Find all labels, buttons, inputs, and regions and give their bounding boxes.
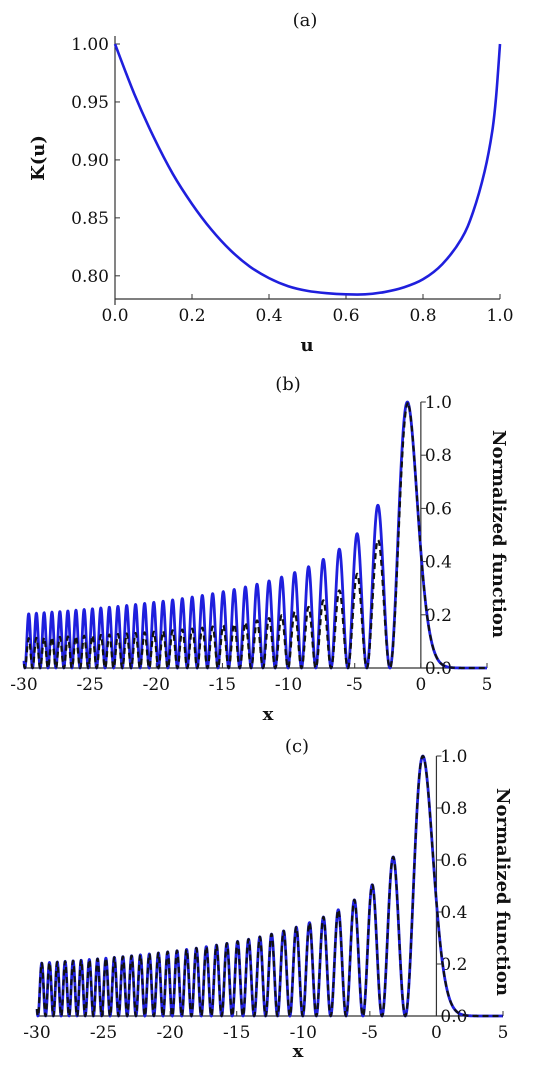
panel-c-label: (c): [285, 736, 309, 757]
x-tick-label: 0: [431, 1023, 442, 1043]
y-tick-label: 0.95: [71, 93, 109, 113]
x-tick-label: -10: [290, 1023, 317, 1043]
x-tick-label: -15: [223, 1023, 250, 1043]
x-tick-label: 0.2: [178, 306, 205, 326]
panel-b-xlabel: x: [263, 704, 274, 725]
x-tick-label: 0.0: [101, 306, 128, 326]
y-tick-label: 0.6: [440, 851, 467, 871]
y-tick-label: 1.0: [440, 747, 467, 767]
series-line: [113, 43, 502, 296]
panel-b-chart: (b) 0.0 0.2 0.4 0.6 0.8 1.0 -30 -25 -20 -15 -10 -5…: [10, 374, 509, 725]
y-tick-label: 0.90: [71, 151, 109, 171]
panel-c-xlabel: x: [293, 1041, 304, 1062]
panel-b-ylabel: Normalized function: [488, 430, 509, 638]
x-tick-label: 0.8: [409, 306, 436, 326]
y-tick-label: 0.8: [440, 799, 467, 819]
x-tick-label: -10: [275, 675, 302, 695]
y-tick-label: 0.2: [440, 955, 467, 975]
y-tick-label: 1.00: [71, 35, 109, 55]
panel-b-label: (b): [275, 374, 301, 395]
y-tick-label: 0.2: [425, 606, 452, 626]
panel-c-ylabel: Normalized function: [492, 788, 513, 996]
series-solid-line: [35, 754, 505, 1018]
panel-a-chart: (a) 0.80 0.85 0.90 0.95 1.00 0.0 0.2 0.4 0.6 0.8…: [28, 10, 514, 356]
x-tick-label: 5: [498, 1023, 509, 1043]
y-tick-label: 0.80: [71, 267, 109, 287]
x-tick-label: -15: [209, 675, 236, 695]
y-tick-label: 0.4: [440, 903, 467, 923]
x-tick-label: -25: [76, 675, 103, 695]
y-tick-label: 1.0: [425, 393, 452, 413]
panel-c-chart: (c) 0.0 0.2 0.4 0.6 0.8 1.0 -30 -25 -20 -15 -10 -5…: [23, 736, 513, 1062]
x-tick-label: -20: [143, 675, 170, 695]
x-tick-label: 0: [415, 675, 426, 695]
y-tick-label: 0.0: [440, 1007, 467, 1027]
x-tick-label: -25: [90, 1023, 117, 1043]
x-tick-label: -20: [156, 1023, 183, 1043]
y-tick-label: 0.0: [425, 659, 452, 679]
x-tick-label: 5: [482, 675, 493, 695]
x-tick-label: -30: [10, 675, 37, 695]
x-tick-label: -5: [362, 1023, 379, 1043]
panel-a-label: (a): [293, 10, 318, 31]
panel-a-xlabel: u: [300, 335, 313, 356]
series-dashed-line: [35, 754, 504, 1018]
panel-a-ylabel: K(u): [28, 135, 49, 181]
x-tick-label: 0.4: [255, 306, 282, 326]
series-dashed-line: [22, 401, 488, 670]
y-tick-label: 0.85: [71, 209, 109, 229]
x-tick-label: 0.6: [332, 306, 359, 326]
y-tick-label: 0.4: [425, 553, 452, 573]
x-tick-label: -5: [346, 675, 363, 695]
x-tick-label: -30: [23, 1023, 50, 1043]
x-tick-label: 1.0: [486, 306, 513, 326]
y-tick-label: 0.8: [425, 446, 452, 466]
y-tick-label: 0.6: [425, 499, 452, 519]
